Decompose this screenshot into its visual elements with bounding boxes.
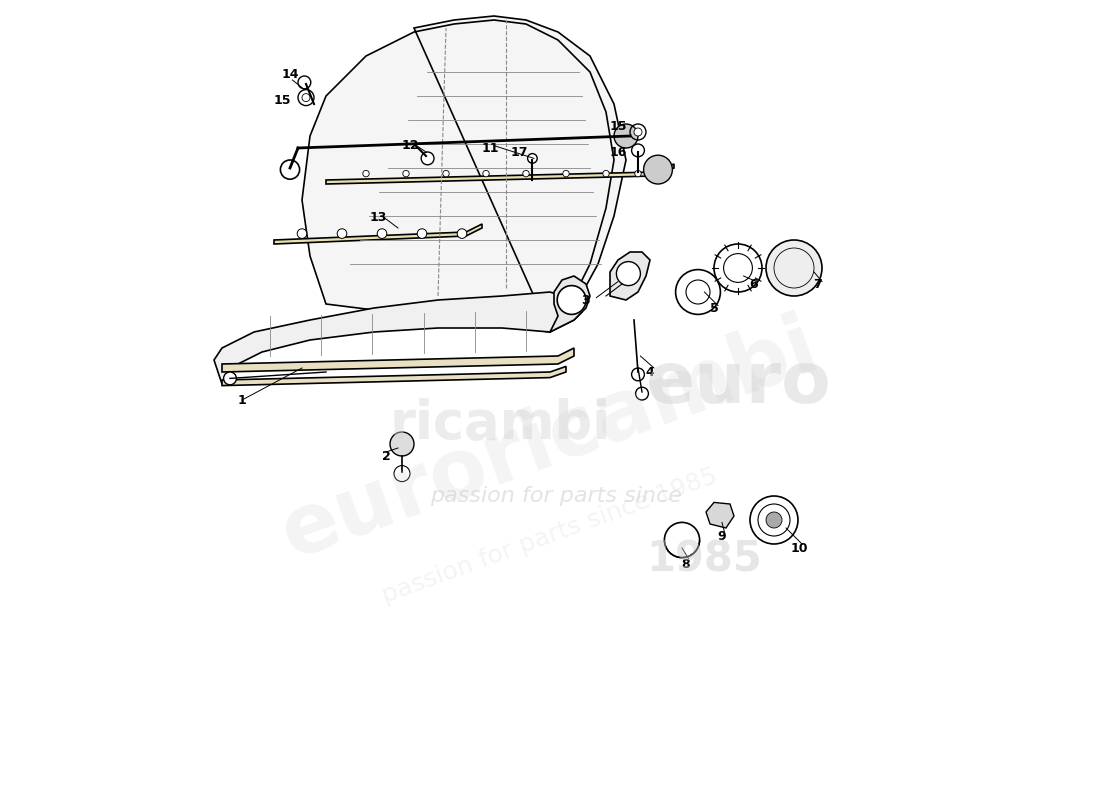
Text: euro: euro (646, 350, 832, 418)
Circle shape (675, 270, 720, 314)
Text: euroricambi: euroricambi (271, 306, 829, 574)
Circle shape (614, 124, 638, 148)
Circle shape (390, 432, 414, 456)
Circle shape (394, 466, 410, 482)
Circle shape (631, 368, 645, 381)
Circle shape (417, 229, 427, 238)
Circle shape (280, 160, 299, 179)
Circle shape (458, 229, 466, 238)
Polygon shape (302, 16, 626, 332)
Text: 1985: 1985 (646, 539, 761, 581)
Circle shape (750, 496, 798, 544)
Text: ricambi: ricambi (390, 398, 612, 450)
Text: 8: 8 (682, 558, 691, 570)
Circle shape (443, 170, 449, 177)
Circle shape (616, 262, 640, 286)
Circle shape (686, 280, 710, 304)
Polygon shape (214, 292, 582, 384)
Polygon shape (274, 224, 482, 244)
Text: 1: 1 (238, 394, 246, 406)
Circle shape (363, 170, 370, 177)
Circle shape (563, 170, 569, 177)
Circle shape (403, 170, 409, 177)
Text: 11: 11 (482, 142, 498, 154)
Text: 15: 15 (273, 94, 290, 106)
Circle shape (338, 229, 346, 238)
Circle shape (714, 244, 762, 292)
Text: 7: 7 (814, 278, 823, 290)
Text: 13: 13 (370, 211, 387, 224)
Circle shape (528, 154, 537, 163)
Polygon shape (706, 502, 734, 528)
Circle shape (297, 229, 307, 238)
Text: 3: 3 (582, 294, 591, 306)
Circle shape (758, 504, 790, 536)
Text: 2: 2 (382, 450, 390, 462)
Circle shape (302, 94, 310, 102)
Circle shape (483, 170, 490, 177)
Text: 6: 6 (750, 278, 758, 290)
Circle shape (635, 170, 641, 177)
Text: 17: 17 (510, 146, 528, 158)
Text: passion for parts since 1985: passion for parts since 1985 (379, 464, 720, 608)
Circle shape (522, 170, 529, 177)
Circle shape (631, 144, 645, 157)
Text: 10: 10 (791, 542, 808, 554)
Text: 4: 4 (646, 366, 654, 378)
Circle shape (766, 240, 822, 296)
Text: 15: 15 (609, 120, 627, 133)
Polygon shape (326, 164, 674, 184)
Circle shape (603, 170, 609, 177)
Circle shape (664, 522, 700, 558)
Circle shape (634, 128, 642, 136)
Circle shape (421, 152, 434, 165)
Circle shape (223, 372, 236, 385)
Circle shape (766, 512, 782, 528)
Text: 16: 16 (609, 146, 627, 158)
Polygon shape (222, 366, 566, 386)
Circle shape (298, 76, 311, 89)
Polygon shape (550, 276, 590, 332)
Circle shape (558, 286, 586, 314)
Circle shape (377, 229, 387, 238)
Circle shape (724, 254, 752, 282)
Text: 9: 9 (717, 530, 726, 542)
Text: 12: 12 (402, 139, 419, 152)
Text: passion for parts since: passion for parts since (430, 486, 682, 506)
Polygon shape (222, 348, 574, 372)
Text: 5: 5 (710, 302, 718, 314)
Circle shape (644, 155, 672, 184)
Polygon shape (610, 252, 650, 300)
Text: 14: 14 (282, 68, 299, 81)
Circle shape (636, 387, 648, 400)
